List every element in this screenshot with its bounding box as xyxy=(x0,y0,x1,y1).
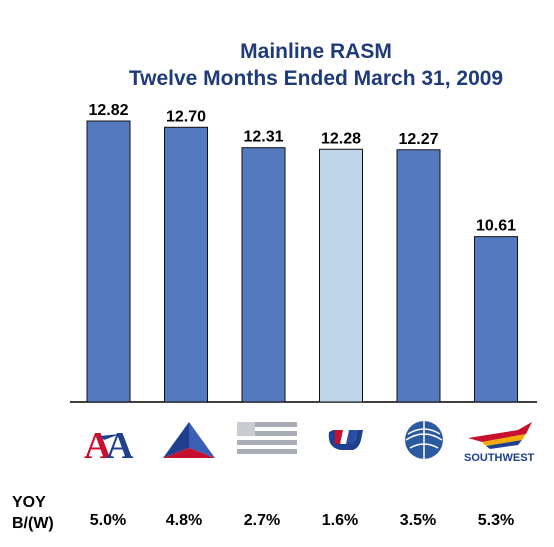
yoy-value: 2.7% xyxy=(243,512,281,529)
bar xyxy=(319,148,363,403)
united-logo xyxy=(328,430,363,450)
chart-title-block: Mainline RASM Twelve Months Ended March … xyxy=(0,38,554,92)
bar-value-label: 10.61 xyxy=(476,218,516,235)
bar xyxy=(164,126,208,403)
yoy-value: 4.8% xyxy=(165,512,203,529)
yoy-value: 5.3% xyxy=(477,512,515,529)
continental-logo xyxy=(405,421,443,459)
svg-text:A: A xyxy=(106,425,134,464)
bar-value-label: 12.28 xyxy=(321,130,361,147)
yoy-axis-label: YOY B/(W) xyxy=(12,492,54,534)
bar-value-label: 12.31 xyxy=(243,129,283,146)
yoy-value: 1.6% xyxy=(321,512,359,529)
delta-logo xyxy=(163,422,215,458)
chart-title: Mainline RASM xyxy=(240,40,392,63)
american-airlines-logo: A A xyxy=(84,425,134,464)
yoy-label-line2: B/(W) xyxy=(12,515,54,532)
yoy-label-line1: YOY xyxy=(12,494,46,511)
southwest-logo: SOUTHWEST xyxy=(464,422,535,464)
svg-text:A: A xyxy=(84,425,112,464)
bar xyxy=(86,120,131,403)
bar-value-label: 12.70 xyxy=(166,108,206,125)
bar-value-label: 12.27 xyxy=(398,131,438,148)
bar-value-label: 12.82 xyxy=(88,102,128,119)
bar xyxy=(396,149,441,403)
yoy-value: 5.0% xyxy=(89,512,127,529)
us-airways-logo xyxy=(237,422,297,454)
bar xyxy=(241,147,286,403)
yoy-value: 3.5% xyxy=(399,512,437,529)
chart-subtitle: Twelve Months Ended March 31, 2009 xyxy=(128,67,504,90)
bar xyxy=(474,236,518,403)
southwest-logo-text: SOUTHWEST xyxy=(464,452,535,464)
